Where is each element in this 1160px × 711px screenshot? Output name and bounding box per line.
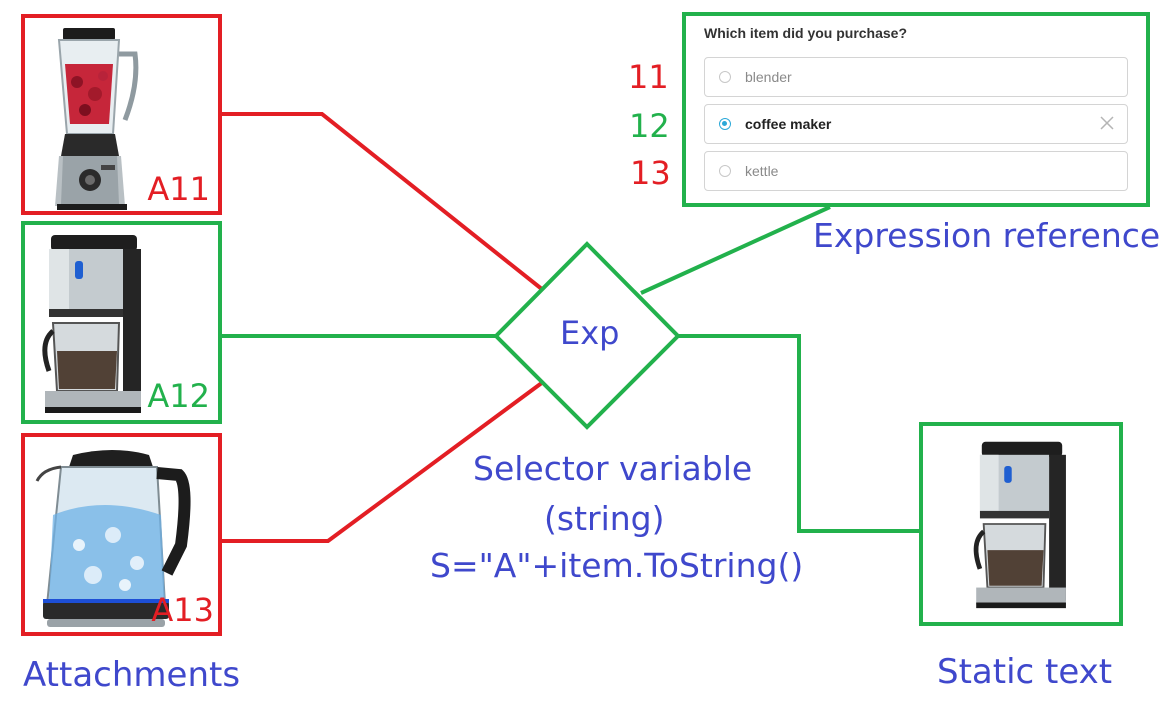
option-label: coffee maker — [745, 116, 832, 132]
attachment-label-a13: A13 — [151, 591, 214, 629]
blender-image — [55, 28, 139, 210]
option-number-12: 12 — [629, 107, 670, 145]
option-coffee-maker[interactable]: coffee maker — [704, 104, 1128, 144]
expression-diamond — [493, 241, 681, 430]
selector-caption-line2: (string) — [544, 499, 665, 538]
radio-button[interactable] — [719, 165, 731, 177]
static-text-caption: Static text — [937, 652, 1113, 692]
attachment-label-a11: A11 — [147, 170, 210, 208]
kettle-image — [35, 450, 191, 627]
expression-reference-form: Which item did you purchase? blender cof… — [682, 12, 1150, 207]
attachment-a11: A11 — [21, 14, 222, 215]
option-label: kettle — [745, 163, 779, 179]
radio-button[interactable] — [719, 71, 731, 83]
attachment-label-a12: A12 — [147, 377, 210, 415]
radio-button-selected[interactable] — [719, 118, 731, 130]
option-kettle[interactable]: kettle — [704, 151, 1128, 191]
option-number-13: 13 — [630, 154, 671, 192]
option-blender[interactable]: blender — [704, 57, 1128, 97]
option-number-11: 11 — [628, 58, 669, 96]
connector-static-text — [678, 334, 921, 533]
connector-a11 — [222, 112, 545, 292]
coffee-maker-image — [42, 235, 141, 413]
selector-caption-line3: S="A"+item.ToString() — [430, 546, 804, 585]
expression-reference-caption: Expression reference — [813, 216, 1160, 255]
attachment-a12: A12 — [21, 221, 222, 424]
connector-expression-reference — [640, 205, 831, 295]
attachments-heading: Attachments — [23, 655, 241, 695]
static-text-box — [919, 422, 1123, 626]
clear-icon[interactable] — [1097, 113, 1117, 133]
connector-a13 — [222, 380, 545, 543]
question-text: Which item did you purchase? — [704, 25, 908, 41]
expression-node-label: Exp — [560, 314, 620, 352]
attachment-a13: A13 — [21, 433, 222, 636]
selector-caption-line1: Selector variable — [473, 449, 753, 488]
coffee-maker-image — [973, 441, 1066, 609]
option-label: blender — [745, 69, 792, 85]
form-body: Which item did you purchase? blender cof… — [686, 16, 1146, 203]
